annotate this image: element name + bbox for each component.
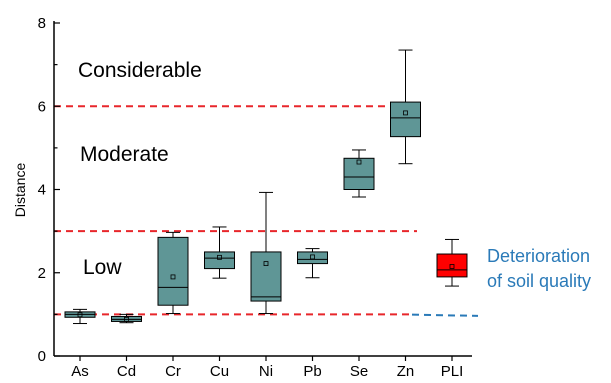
y-tick-label-6: 6 xyxy=(38,98,46,115)
box-ni xyxy=(250,251,282,302)
x-tick-label-cr: Cr xyxy=(165,363,181,380)
box-zn xyxy=(390,101,421,138)
mean-marker-cr xyxy=(170,274,176,280)
box-cu xyxy=(204,251,235,270)
x-tick-label-cd: Cd xyxy=(117,363,136,380)
y-tick-label-4: 4 xyxy=(38,182,46,199)
box-cr xyxy=(157,236,189,306)
threshold-line-pli-segment xyxy=(411,313,479,317)
zone-label-low: Low xyxy=(83,256,122,279)
x-tick-label-pb: Pb xyxy=(303,363,321,380)
zone-label-considerable: Considerable xyxy=(78,59,202,82)
y-axis-title: Distance xyxy=(12,163,28,218)
x-tick-label-pli: PLI xyxy=(441,363,464,380)
mean-marker-cd xyxy=(124,316,129,322)
plot-area: 0 2 4 6 8 As Cd Cr Cu Ni Pb Se Zn PLI xyxy=(38,15,479,380)
y-tick-label-2: 2 xyxy=(38,265,46,282)
annotation-line-1: Deterioration xyxy=(487,246,590,266)
zone-label-moderate: Moderate xyxy=(80,143,169,166)
x-tick-label-ni: Ni xyxy=(259,363,273,380)
y-tick-label-8: 8 xyxy=(38,15,46,32)
box-pb xyxy=(297,251,328,265)
y-tick-label-0: 0 xyxy=(38,348,46,365)
mean-marker-ni xyxy=(263,261,269,266)
mean-marker-cu xyxy=(217,254,222,260)
box-se xyxy=(343,157,375,190)
x-tick-label-se: Se xyxy=(350,363,368,380)
annotation-line-2: of soil quality xyxy=(487,271,591,291)
x-tick-label-cu: Cu xyxy=(210,363,229,380)
mean-marker-pli xyxy=(449,264,455,269)
box-pli xyxy=(436,253,468,278)
x-tick-label-zn: Zn xyxy=(397,363,415,380)
mean-marker-pb xyxy=(310,254,315,260)
mean-marker-zn xyxy=(403,110,408,116)
mean-marker-se xyxy=(356,159,362,165)
mean-marker-as xyxy=(77,312,83,318)
x-tick-label-as: As xyxy=(71,363,89,380)
